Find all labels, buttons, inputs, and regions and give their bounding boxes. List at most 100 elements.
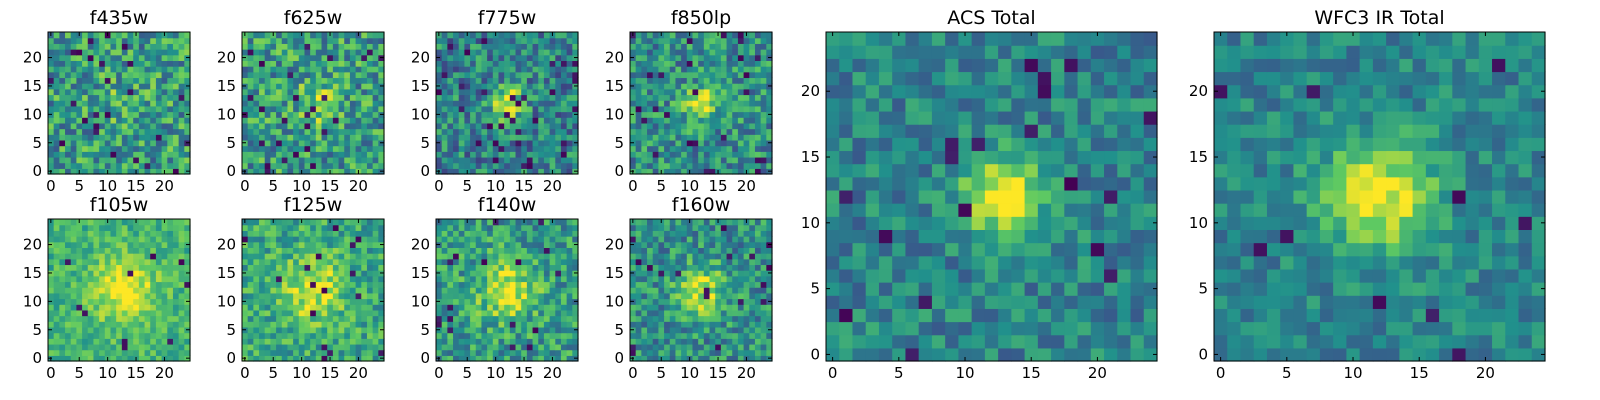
- heatmap-cell: [150, 309, 157, 317]
- heatmap-cell: [692, 281, 699, 288]
- heatmap-cell: [737, 332, 745, 339]
- heatmap-cell: [647, 349, 654, 356]
- heatmap-cell: [270, 247, 277, 254]
- heatmap-cell: [253, 156, 260, 164]
- heatmap-cell: [247, 230, 254, 237]
- heatmap-cell: [543, 145, 551, 152]
- heatmap-cell: [526, 275, 534, 283]
- heatmap-cell: [458, 122, 465, 130]
- heatmap-cell: [121, 343, 129, 351]
- heatmap-cell: [144, 264, 151, 271]
- heatmap-cell: [754, 338, 762, 345]
- heatmap-cell: [560, 66, 568, 73]
- heatmap-cell: [321, 241, 328, 248]
- heatmap-cell: [526, 54, 534, 61]
- heatmap-cell: [698, 100, 705, 107]
- heatmap-cell: [641, 88, 648, 96]
- heatmap-cell: [116, 253, 123, 260]
- heatmap-cell: [82, 156, 89, 164]
- heatmap-cell: [566, 343, 573, 351]
- heatmap-cell: [749, 32, 756, 39]
- heatmap-cell: [732, 128, 739, 135]
- heatmap-cell: [543, 66, 551, 73]
- heatmap-cell: [703, 37, 711, 44]
- heatmap-cell: [436, 224, 443, 231]
- heatmap-cell: [321, 253, 328, 260]
- heatmap-cell: [766, 156, 773, 164]
- heatmap-cell: [310, 54, 317, 61]
- heatmap-cell: [327, 281, 334, 288]
- heatmap-cell: [321, 100, 328, 107]
- heatmap-cell: [743, 281, 750, 288]
- heatmap-cell: [515, 247, 522, 254]
- heatmap-cell: [754, 100, 762, 107]
- heatmap-cell: [555, 349, 562, 356]
- heatmap-cell: [749, 332, 756, 339]
- heatmap-cell: [549, 292, 556, 300]
- heatmap-cell: [264, 128, 271, 135]
- heatmap-cell: [470, 275, 477, 283]
- heatmap-cell: [441, 122, 448, 130]
- heatmap-cell: [155, 326, 163, 334]
- heatmap-cell: [737, 54, 745, 61]
- heatmap-cell: [521, 117, 528, 124]
- heatmap-cell: [766, 37, 773, 44]
- heatmap-cell: [321, 343, 328, 351]
- heatmap-cell: [754, 122, 762, 130]
- heatmap-cell: [647, 298, 654, 305]
- heatmap-cell: [110, 275, 117, 283]
- heatmap-cell: [703, 298, 711, 305]
- heatmap-cell: [372, 309, 379, 317]
- heatmap-cell: [127, 71, 134, 79]
- heatmap-cell: [560, 100, 568, 107]
- heatmap-cell: [481, 43, 488, 50]
- heatmap-cell: [532, 315, 539, 322]
- heatmap-cell: [464, 321, 471, 328]
- heatmap-cell: [492, 117, 500, 124]
- heatmap-cell: [521, 332, 528, 339]
- heatmap-cell: [509, 275, 517, 283]
- heatmap-cell: [172, 83, 180, 90]
- heatmap-cell: [276, 151, 283, 158]
- heatmap-cell: [675, 105, 682, 113]
- heatmap-cell: [737, 349, 745, 356]
- heatmap-cell: [555, 275, 562, 283]
- heatmap-cell: [652, 83, 659, 90]
- heatmap-cell: [504, 49, 511, 56]
- heatmap-cell: [703, 287, 711, 294]
- heatmap-cell: [743, 304, 750, 311]
- heatmap-cell: [572, 43, 579, 50]
- heatmap-cell: [327, 343, 334, 351]
- heatmap-cell: [161, 49, 168, 56]
- heatmap-cell: [630, 304, 637, 311]
- heatmap-cell: [304, 236, 311, 243]
- heatmap-cell: [242, 49, 249, 56]
- heatmap-cell: [242, 258, 249, 266]
- heatmap-cell: [681, 43, 688, 50]
- heatmap-cell: [338, 332, 345, 339]
- heatmap-cell: [293, 343, 300, 351]
- heatmap-cell: [184, 156, 191, 164]
- heatmap-cell: [327, 241, 334, 248]
- heatmap-cell: [321, 264, 328, 271]
- heatmap-cell: [53, 275, 60, 283]
- heatmap-cell: [247, 349, 254, 356]
- heatmap-cell: [743, 298, 750, 305]
- heatmap-cell: [259, 355, 266, 362]
- heatmap-cell: [675, 122, 682, 130]
- heatmap-cell: [555, 281, 562, 288]
- heatmap-cell: [692, 111, 699, 118]
- heatmap-cell: [526, 100, 534, 107]
- heatmap-cell: [555, 71, 562, 79]
- heatmap-cell: [566, 162, 573, 169]
- heatmap-cell: [99, 83, 106, 90]
- heatmap-cell: [436, 117, 443, 124]
- heatmap-cell: [470, 156, 477, 164]
- heatmap-cell: [184, 304, 191, 311]
- heatmap-cell: [572, 287, 579, 294]
- heatmap-cell: [441, 156, 448, 164]
- heatmap-cell: [344, 309, 351, 317]
- heatmap-cell: [172, 275, 180, 283]
- heatmap-cell: [304, 94, 311, 101]
- heatmap-cell: [464, 270, 471, 277]
